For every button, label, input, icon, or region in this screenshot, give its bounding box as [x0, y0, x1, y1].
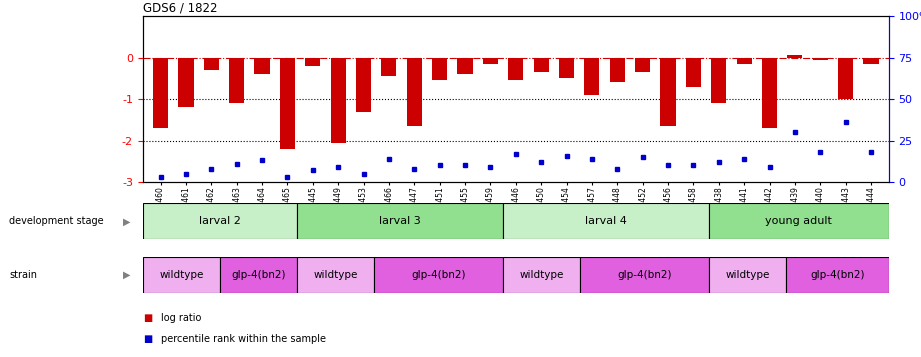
Bar [533, 57, 549, 72]
Text: larval 4: larval 4 [585, 216, 626, 226]
Bar [297, 203, 503, 239]
Bar [508, 57, 523, 80]
Text: wildtype: wildtype [725, 270, 769, 280]
Bar [432, 57, 448, 80]
Bar [584, 57, 600, 95]
Text: glp-4(bn2): glp-4(bn2) [810, 270, 865, 280]
Bar [635, 57, 650, 72]
Bar [458, 57, 472, 74]
Bar [374, 257, 503, 293]
Bar [660, 57, 676, 126]
Bar [153, 57, 169, 128]
Bar [381, 57, 397, 76]
Bar [503, 203, 708, 239]
Bar [503, 257, 580, 293]
Bar [559, 57, 574, 78]
Bar [254, 57, 270, 74]
Text: young adult: young adult [765, 216, 833, 226]
Text: ■: ■ [143, 334, 152, 344]
Bar [786, 257, 889, 293]
Bar [220, 257, 297, 293]
Bar [204, 57, 219, 70]
Bar [610, 57, 624, 82]
Bar [407, 57, 422, 126]
Text: glp-4(bn2): glp-4(bn2) [231, 270, 286, 280]
Bar [863, 57, 879, 64]
Bar [787, 55, 802, 57]
Bar [483, 57, 498, 64]
Bar [143, 203, 297, 239]
Bar [708, 257, 786, 293]
Text: wildtype: wildtype [519, 270, 564, 280]
Text: ▶: ▶ [123, 216, 131, 226]
Bar [331, 57, 345, 143]
Text: wildtype: wildtype [159, 270, 204, 280]
Bar [143, 257, 220, 293]
Text: strain: strain [9, 270, 37, 280]
Text: percentile rank within the sample: percentile rank within the sample [161, 334, 326, 344]
Bar [179, 57, 193, 107]
Bar [280, 57, 295, 149]
Text: larval 2: larval 2 [199, 216, 241, 226]
Text: glp-4(bn2): glp-4(bn2) [617, 270, 671, 280]
Bar [305, 57, 321, 66]
Bar [580, 257, 708, 293]
Bar [711, 57, 727, 103]
Bar [838, 57, 853, 99]
Bar [812, 57, 828, 60]
Bar [356, 57, 371, 111]
Bar [297, 257, 374, 293]
Text: development stage: development stage [9, 216, 104, 226]
Bar [708, 203, 889, 239]
Bar [229, 57, 244, 103]
Text: log ratio: log ratio [161, 313, 202, 323]
Text: GDS6 / 1822: GDS6 / 1822 [143, 2, 217, 15]
Bar [762, 57, 777, 128]
Text: ▶: ▶ [123, 270, 131, 280]
Text: wildtype: wildtype [313, 270, 358, 280]
Text: glp-4(bn2): glp-4(bn2) [412, 270, 466, 280]
Bar [737, 57, 752, 64]
Text: larval 3: larval 3 [379, 216, 421, 226]
Text: ■: ■ [143, 313, 152, 323]
Bar [686, 57, 701, 87]
